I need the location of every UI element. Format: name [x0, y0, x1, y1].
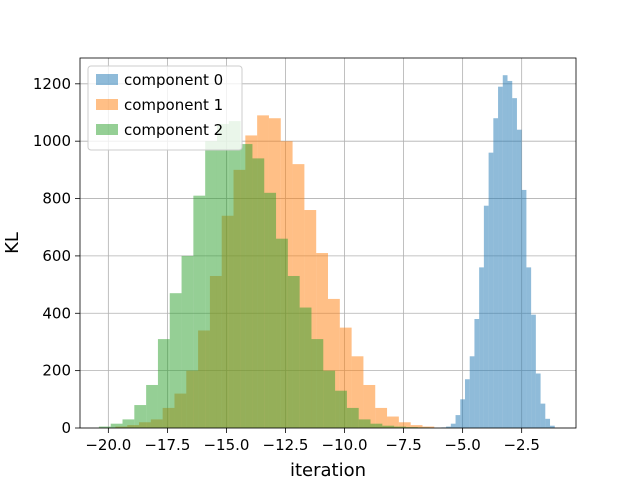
histogram-bar — [479, 267, 484, 428]
histogram-bar — [526, 267, 532, 428]
x-axis: −20.0 −17.5 −15.0 −12.5 −10.0 −7.5 −5.0 −2.5 — [85, 428, 540, 454]
histogram-bar — [545, 418, 551, 428]
series-2-bars — [98, 121, 430, 429]
histogram-bar — [493, 118, 499, 429]
histogram-bar — [460, 399, 465, 428]
legend-label: component 0 — [124, 71, 223, 89]
x-tick-label: −12.5 — [263, 436, 309, 454]
histogram-bar — [240, 144, 253, 428]
histogram-bar — [535, 373, 541, 428]
histogram-bar — [512, 98, 517, 429]
histogram-bar — [398, 422, 411, 428]
x-tick-label: −17.5 — [144, 436, 190, 454]
histogram-bar — [264, 192, 277, 428]
histogram-bar — [405, 427, 418, 428]
histogram-bar — [370, 423, 383, 428]
legend-swatch — [96, 99, 118, 110]
y-tick-label: 1200 — [33, 75, 71, 93]
histogram-bar — [276, 238, 288, 428]
y-tick-label: 0 — [61, 419, 71, 437]
histogram-bar — [157, 339, 170, 428]
y-tick-label: 600 — [42, 247, 71, 265]
histogram-bar — [169, 293, 182, 428]
histogram-bar — [540, 403, 546, 428]
histogram-bar — [516, 129, 522, 428]
x-tick-label: −7.5 — [385, 436, 421, 454]
y-tick-label: 1000 — [33, 132, 71, 150]
histogram-bar — [216, 123, 229, 428]
histogram-bar — [363, 384, 376, 428]
histogram-bar — [193, 195, 206, 428]
histogram-bar — [287, 275, 300, 428]
histogram-bar — [483, 205, 489, 428]
y-axis: 0 200 400 600 800 1000 1200 — [33, 75, 80, 437]
histogram-bar — [531, 314, 536, 428]
x-tick-label: −5.0 — [444, 436, 480, 454]
histogram-bar — [488, 152, 494, 428]
x-tick-label: −20.0 — [85, 436, 131, 454]
histogram-bar — [422, 426, 435, 428]
histogram-bar — [550, 425, 555, 428]
legend-label: component 1 — [124, 96, 223, 114]
histogram-bar — [299, 307, 312, 428]
histogram-bar — [323, 370, 336, 428]
y-tick-label: 400 — [42, 304, 71, 322]
histogram-bar — [502, 75, 508, 429]
histogram-bar — [474, 319, 480, 428]
histogram-bar — [382, 425, 395, 428]
y-tick-label: 800 — [42, 190, 71, 208]
plot-frame — [79, 57, 577, 429]
histogram-bar — [335, 390, 347, 428]
histogram-bar — [339, 327, 352, 428]
legend: component 0 component 1 component 2 — [87, 65, 243, 151]
y-axis-label: KL — [2, 232, 23, 254]
histogram-bar — [205, 141, 217, 429]
histogram-bar — [521, 189, 527, 428]
histogram-bar — [358, 419, 371, 428]
histogram-bar — [252, 158, 265, 428]
y-tick-label: 200 — [42, 362, 71, 380]
histogram-bar — [507, 80, 513, 428]
legend-swatch — [96, 74, 118, 85]
x-tick-label: −2.5 — [503, 436, 539, 454]
histogram-bar — [410, 425, 423, 428]
x-tick-label: −10.0 — [322, 436, 368, 454]
histogram-bar — [375, 407, 388, 428]
histogram-bar — [455, 415, 461, 428]
histogram-bar — [328, 298, 340, 428]
histogram-bar — [469, 356, 475, 428]
histogram-bar — [498, 86, 503, 429]
legend-swatch — [96, 124, 118, 135]
histogram-bar — [394, 426, 406, 428]
x-axis-label: iteration — [290, 460, 366, 480]
histogram-bar — [146, 384, 158, 428]
series-0-bars — [441, 75, 555, 429]
histogram-bar — [387, 416, 399, 428]
histogram-bar — [464, 379, 470, 428]
histogram-bar — [311, 339, 324, 428]
histogram-bar — [181, 255, 194, 428]
histogram-bar — [98, 426, 111, 428]
histogram-bar — [351, 356, 364, 428]
histogram-bar — [446, 426, 451, 428]
histogram-bar — [450, 423, 456, 428]
x-tick-label: −15.0 — [203, 436, 249, 454]
histogram-bar — [228, 121, 241, 429]
bars-layer — [98, 75, 555, 429]
histogram-bar — [346, 407, 359, 428]
legend-box — [87, 65, 243, 151]
legend-label: component 2 — [124, 121, 223, 139]
histogram-bar — [110, 423, 123, 428]
histogram-bar — [122, 419, 135, 428]
histogram-bar — [134, 405, 147, 428]
